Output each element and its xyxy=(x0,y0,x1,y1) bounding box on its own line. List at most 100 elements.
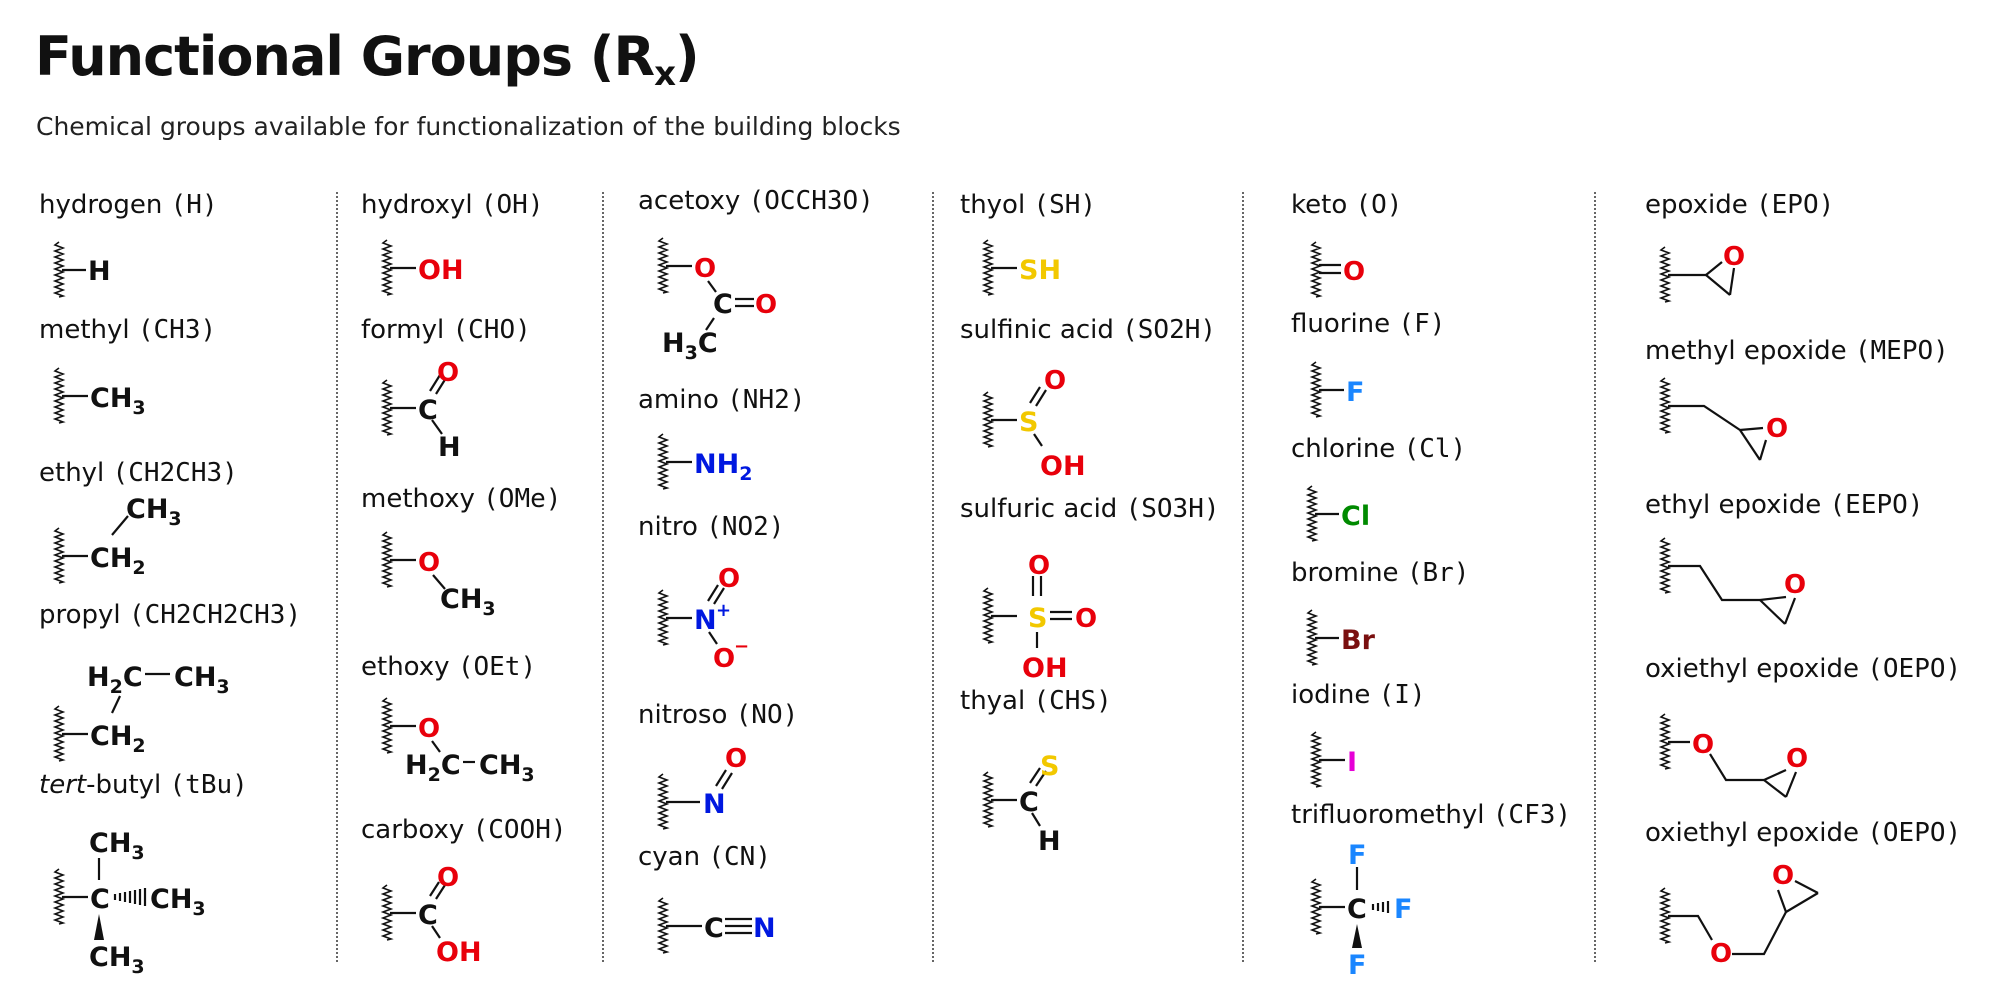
attachment-point xyxy=(1660,713,1670,770)
page-title-subscript: x xyxy=(654,54,676,94)
group-label-bromine: bromine (Br) xyxy=(1291,558,1470,588)
atom-label: N xyxy=(753,913,776,944)
attachment-point xyxy=(382,239,392,296)
group-label-nitroso: nitroso (NO) xyxy=(638,700,799,730)
atom-label: OH xyxy=(1022,653,1068,684)
attachment-point xyxy=(382,697,392,754)
page-title-text: Functional Groups (R xyxy=(35,25,655,88)
attachment-point xyxy=(658,897,668,954)
attachment-point xyxy=(54,367,64,424)
atom-label: F xyxy=(1348,950,1366,981)
atom-label: O xyxy=(1766,414,1788,444)
attachment-point xyxy=(1660,537,1670,594)
group-label-keto: keto (O) xyxy=(1291,190,1403,220)
atom-label: O xyxy=(1784,570,1806,600)
group-label-tert-butyl: tert-butyl (tBu) xyxy=(39,770,248,800)
atom-label: CH3 xyxy=(126,494,182,530)
atom-label: N xyxy=(694,605,717,636)
atom-label: C xyxy=(90,884,110,915)
structure-thyal: C S H xyxy=(983,751,1061,857)
atom-label: O xyxy=(418,714,440,744)
atom-label: CH3 xyxy=(440,584,496,620)
atom-label: OH xyxy=(436,937,482,968)
group-label-ethyl-epoxide: ethyl epoxide (EEPO) xyxy=(1645,490,1924,520)
group-label-acetoxy: acetoxy (OCCH3O) xyxy=(638,186,874,216)
atom-label: H3C xyxy=(662,328,718,364)
structure-nitro: N + O O − xyxy=(658,564,749,674)
group-label-thyal: thyal (CHS) xyxy=(960,686,1112,716)
attachment-point xyxy=(658,589,668,646)
atom-label: O xyxy=(694,254,716,284)
structure-methyl-epoxide: O xyxy=(1660,377,1788,461)
atom-label: F xyxy=(1348,840,1366,871)
atom-label: H xyxy=(88,256,111,287)
atom-label: CH3 xyxy=(89,828,145,864)
attachment-point xyxy=(1311,241,1321,298)
structure-hydroxyl: OH xyxy=(382,239,464,296)
atom-label: H2C xyxy=(87,662,143,698)
structure-methoxy: O CH3 xyxy=(382,531,496,620)
group-label-cyan: cyan (CN) xyxy=(638,842,771,872)
atom-label: CH3 xyxy=(174,662,230,698)
group-label-chlorine: chlorine (Cl) xyxy=(1291,434,1467,464)
structure-fluorine: F xyxy=(1311,361,1364,418)
group-label-epoxide: epoxide (EPO) xyxy=(1645,190,1835,220)
atom-label: O xyxy=(1786,744,1808,774)
atom-label: O xyxy=(1028,551,1050,581)
atom-label: N xyxy=(703,789,726,820)
structure-amino: NH2 xyxy=(658,433,752,490)
attachment-point xyxy=(1660,887,1670,944)
structure-sulfuric-acid: S O O OH xyxy=(983,551,1097,684)
charge-label: − xyxy=(734,636,749,657)
attachment-point xyxy=(658,433,668,490)
page-title-close: ) xyxy=(675,25,700,88)
atom-label: O xyxy=(1772,861,1794,891)
group-label-trifluoromethyl: trifluoromethyl (CF3) xyxy=(1291,800,1572,830)
atom-label: O xyxy=(713,644,735,674)
atom-label: CH3 xyxy=(90,383,146,419)
page-title: Functional Groups (Rx) xyxy=(35,22,700,109)
column-divider xyxy=(932,192,934,962)
group-label-hydroxyl: hydroxyl (OH) xyxy=(361,190,544,220)
attachment-point xyxy=(1660,246,1670,303)
column-divider xyxy=(1594,192,1596,962)
atom-label: H2C xyxy=(405,750,461,786)
column-divider xyxy=(602,192,604,962)
atom-label: O xyxy=(1343,257,1365,287)
structure-thyol: SH xyxy=(983,239,1061,296)
atom-label: CH2 xyxy=(90,543,146,579)
atom-label: CH3 xyxy=(479,750,535,786)
atom-label: O xyxy=(1692,730,1714,760)
atom-label: O xyxy=(718,564,740,594)
group-label-amino: amino (NH2) xyxy=(638,385,806,415)
atom-label: OH xyxy=(418,255,464,286)
column-divider xyxy=(1242,192,1244,962)
atom-label: O xyxy=(1710,939,1732,969)
atom-label: F xyxy=(1346,377,1364,408)
structure-ethyl: CH2 CH3 xyxy=(54,494,182,584)
group-label-oxiethyl-epoxide: oxiethyl epoxide (OEPO) xyxy=(1645,654,1962,684)
structure-acetoxy: O C O H3C xyxy=(658,237,777,364)
structure-carboxy: C O OH xyxy=(382,863,482,968)
structure-oxiethyl-epoxide: O O xyxy=(1660,713,1808,798)
attachment-point xyxy=(54,241,64,298)
atom-label: CH3 xyxy=(150,884,206,920)
group-label-propyl: propyl (CH2CH2CH3) xyxy=(39,600,302,630)
group-label-nitro: nitro (NO2) xyxy=(638,512,785,542)
atom-label: H xyxy=(438,432,461,463)
atom-label: O xyxy=(437,863,459,893)
atom-label: O xyxy=(1075,604,1097,634)
atom-label: I xyxy=(1347,747,1357,778)
atom-label: C xyxy=(418,900,438,931)
attachment-point xyxy=(658,773,668,830)
atom-label: OH xyxy=(1040,451,1086,482)
atom-label: S xyxy=(1040,751,1059,782)
atom-label: O xyxy=(725,744,747,774)
group-label-oxiethyl-epoxide-2: oxiethyl epoxide (OEPO) xyxy=(1645,818,1962,848)
attachment-point xyxy=(983,771,993,828)
structure-formyl: C O H xyxy=(382,358,461,463)
attachment-point xyxy=(983,391,993,448)
column-divider xyxy=(336,192,338,962)
group-label-methyl-epoxide: methyl epoxide (MEPO) xyxy=(1645,336,1949,366)
